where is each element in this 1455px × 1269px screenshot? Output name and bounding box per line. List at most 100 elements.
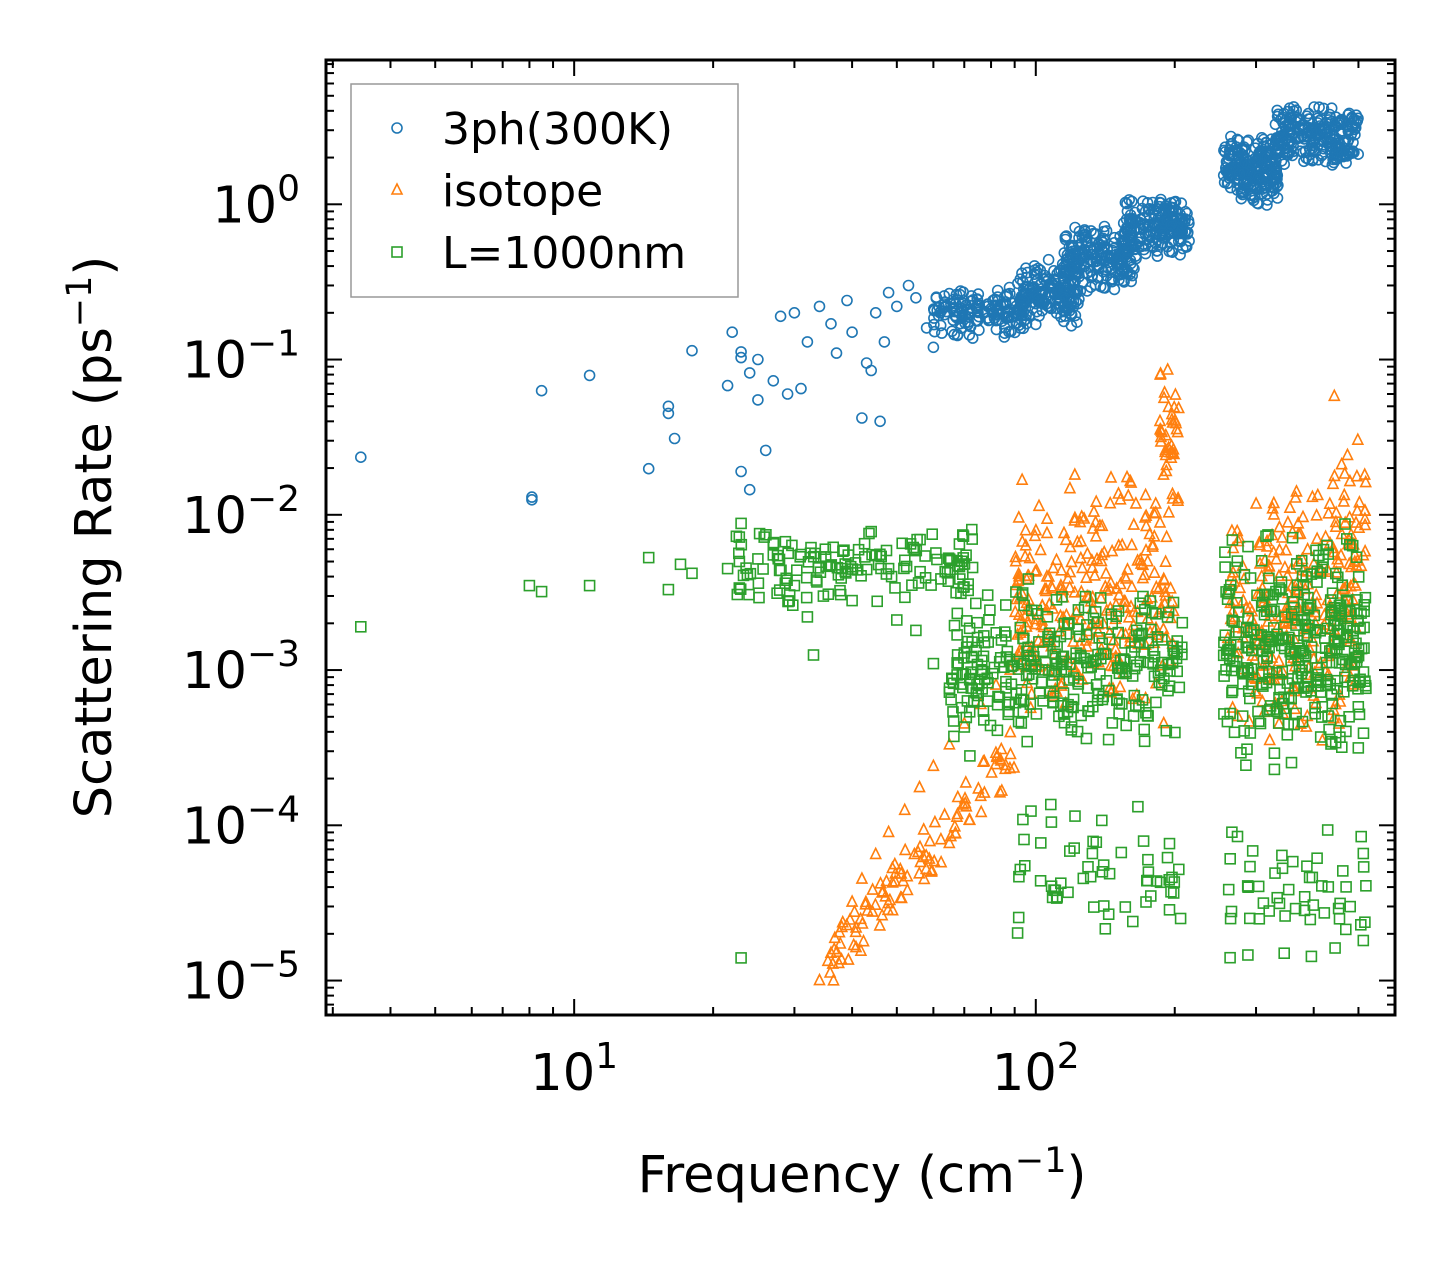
point-l-1000nm: [977, 630, 990, 642]
point-l-1000nm: [1115, 846, 1128, 859]
point-l-1000nm: [943, 553, 956, 566]
point-isotope: [1081, 546, 1094, 559]
point-l-1000nm: [817, 590, 830, 602]
point-l-1000nm: [1338, 645, 1351, 658]
point-3ph-300k-: [583, 369, 596, 382]
point-isotope: [1020, 619, 1033, 632]
point-l-1000nm: [1238, 725, 1250, 737]
point-l-1000nm: [1257, 644, 1269, 657]
point-3ph-300k-: [1020, 313, 1032, 326]
point-l-1000nm: [1088, 901, 1100, 913]
point-l-1000nm: [960, 615, 973, 627]
point-l-1000nm: [1011, 927, 1024, 939]
point-l-1000nm: [1069, 810, 1081, 822]
point-l-1000nm: [1034, 874, 1047, 887]
point-l-1000nm: [1225, 905, 1238, 918]
point-3ph-300k-: [991, 284, 1004, 297]
point-l-1000nm: [771, 549, 784, 562]
point-l-1000nm: [1340, 881, 1352, 893]
point-l-1000nm: [1263, 641, 1275, 654]
point-l-1000nm: [1226, 684, 1239, 697]
point-l-1000nm: [1286, 531, 1299, 544]
point-isotope: [1097, 544, 1111, 558]
point-isotope: [1281, 515, 1295, 528]
point-3ph-300k-: [1335, 113, 1348, 126]
point-3ph-300k-: [1308, 101, 1320, 113]
point-3ph-300k-: [1352, 112, 1364, 125]
point-l-1000nm: [952, 657, 965, 669]
point-isotope: [1015, 472, 1029, 486]
point-l-1000nm: [930, 547, 942, 559]
point-l-1000nm: [1311, 676, 1324, 689]
series-2: [354, 517, 1372, 964]
point-l-1000nm: [1353, 708, 1366, 721]
point-3ph-300k-: [1106, 249, 1118, 262]
point-isotope: [1351, 503, 1364, 516]
point-isotope: [826, 956, 840, 969]
point-l-1000nm: [837, 545, 849, 558]
point-l-1000nm: [1120, 719, 1132, 732]
point-3ph-300k-: [1167, 205, 1179, 218]
point-l-1000nm: [964, 750, 976, 762]
point-l-1000nm: [1333, 624, 1345, 637]
point-l-1000nm: [1242, 949, 1254, 961]
point-isotope: [900, 868, 914, 882]
point-l-1000nm: [1340, 725, 1352, 738]
point-isotope: [869, 846, 882, 860]
point-3ph-300k-: [1153, 205, 1165, 217]
point-3ph-300k-: [997, 298, 1009, 311]
point-3ph-300k-: [1126, 261, 1139, 273]
point-l-1000nm: [1070, 647, 1082, 659]
point-3ph-300k-: [956, 310, 969, 323]
point-isotope: [1354, 558, 1368, 572]
point-l-1000nm: [910, 544, 923, 557]
point-3ph-300k-: [1147, 203, 1160, 216]
point-isotope: [896, 873, 910, 887]
point-l-1000nm: [1358, 642, 1370, 654]
point-3ph-300k-: [1151, 250, 1164, 262]
point-3ph-300k-: [1016, 267, 1028, 280]
point-l-1000nm: [1010, 586, 1022, 598]
point-3ph-300k-: [1183, 235, 1195, 247]
point-isotope: [1121, 562, 1134, 575]
point-isotope: [1339, 664, 1352, 677]
point-3ph-300k-: [1158, 229, 1171, 241]
point-l-1000nm: [1097, 859, 1110, 871]
point-3ph-300k-: [1299, 145, 1312, 157]
point-l-1000nm: [971, 658, 984, 671]
point-3ph-300k-: [1247, 157, 1259, 170]
point-l-1000nm: [1132, 800, 1144, 813]
point-isotope: [888, 874, 902, 887]
point-l-1000nm: [782, 595, 794, 608]
point-isotope: [974, 788, 987, 802]
point-isotope: [1112, 587, 1126, 601]
point-l-1000nm: [523, 579, 536, 592]
point-l-1000nm: [1113, 697, 1126, 710]
point-3ph-300k-: [752, 394, 764, 406]
point-3ph-300k-: [830, 347, 843, 359]
point-l-1000nm: [1271, 705, 1283, 717]
point-l-1000nm: [1115, 661, 1128, 674]
point-3ph-300k-: [354, 451, 367, 464]
point-3ph-300k-: [1323, 114, 1335, 126]
point-isotope: [958, 791, 972, 804]
point-isotope: [1147, 505, 1161, 519]
point-l-1000nm: [1301, 860, 1313, 873]
point-l-1000nm: [1155, 678, 1168, 691]
point-isotope: [1139, 508, 1153, 522]
point-l-1000nm: [1238, 568, 1251, 581]
point-l-1000nm: [1285, 648, 1298, 660]
point-isotope: [1351, 432, 1365, 446]
point-3ph-300k-: [1306, 153, 1319, 166]
point-isotope: [1358, 543, 1372, 557]
point-isotope: [1168, 413, 1182, 426]
point-l-1000nm: [1359, 916, 1371, 929]
legend-marker-square: [391, 246, 403, 258]
point-isotope: [1243, 600, 1257, 613]
point-3ph-300k-: [735, 465, 747, 478]
point-l-1000nm: [1150, 607, 1162, 620]
point-isotope: [1034, 542, 1047, 556]
point-l-1000nm: [1037, 695, 1049, 707]
point-l-1000nm: [1299, 660, 1312, 673]
